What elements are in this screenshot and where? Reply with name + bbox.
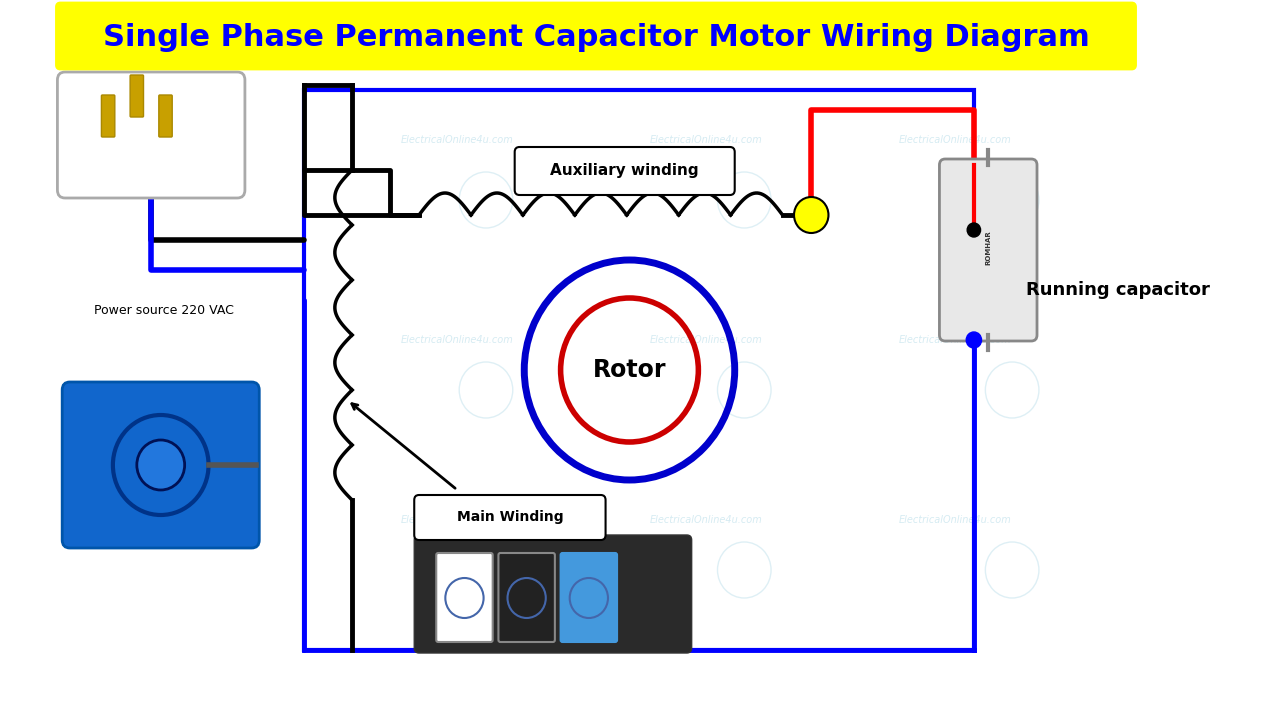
Text: Rotor: Rotor (593, 358, 666, 382)
FancyBboxPatch shape (940, 159, 1037, 341)
Text: Main Winding: Main Winding (457, 510, 563, 524)
Text: Elect: Elect (74, 515, 99, 525)
Text: ElectricalOnline4u.com: ElectricalOnline4u.com (899, 335, 1011, 345)
FancyBboxPatch shape (58, 72, 244, 198)
FancyBboxPatch shape (415, 495, 605, 540)
FancyBboxPatch shape (498, 553, 554, 642)
Text: ElectricalOnline4u.com: ElectricalOnline4u.com (650, 135, 763, 145)
Text: ElectricalOnline4u.com: ElectricalOnline4u.com (401, 335, 513, 345)
Text: Power source 220 VAC: Power source 220 VAC (93, 304, 234, 317)
Circle shape (968, 223, 980, 237)
Text: Running capacitor: Running capacitor (1027, 281, 1211, 299)
FancyBboxPatch shape (515, 147, 735, 195)
Circle shape (137, 440, 184, 490)
Text: ElectricalOnline4u.com: ElectricalOnline4u.com (899, 135, 1011, 145)
Text: ElectricalOnline4u.com: ElectricalOnline4u.com (899, 515, 1011, 525)
Text: ElectricalOnline4u.com: ElectricalOnline4u.com (650, 515, 763, 525)
Text: ElectricalOnline4u.com: ElectricalOnline4u.com (401, 135, 513, 145)
Text: ElectricalOnline4u.com: ElectricalOnline4u.com (401, 515, 513, 525)
Text: Single Phase Permanent Capacitor Motor Wiring Diagram: Single Phase Permanent Capacitor Motor W… (102, 22, 1089, 52)
Text: ROMHAR: ROMHAR (986, 230, 991, 266)
FancyBboxPatch shape (56, 3, 1135, 69)
FancyBboxPatch shape (131, 75, 143, 117)
FancyBboxPatch shape (415, 535, 691, 653)
Text: ElectricalOnline4u.com: ElectricalOnline4u.com (650, 335, 763, 345)
Circle shape (966, 332, 982, 348)
FancyBboxPatch shape (436, 553, 493, 642)
Circle shape (794, 197, 828, 233)
FancyBboxPatch shape (561, 553, 617, 642)
FancyBboxPatch shape (101, 95, 115, 137)
FancyBboxPatch shape (159, 95, 173, 137)
FancyBboxPatch shape (63, 382, 260, 548)
Text: Auxiliary winding: Auxiliary winding (550, 163, 699, 179)
